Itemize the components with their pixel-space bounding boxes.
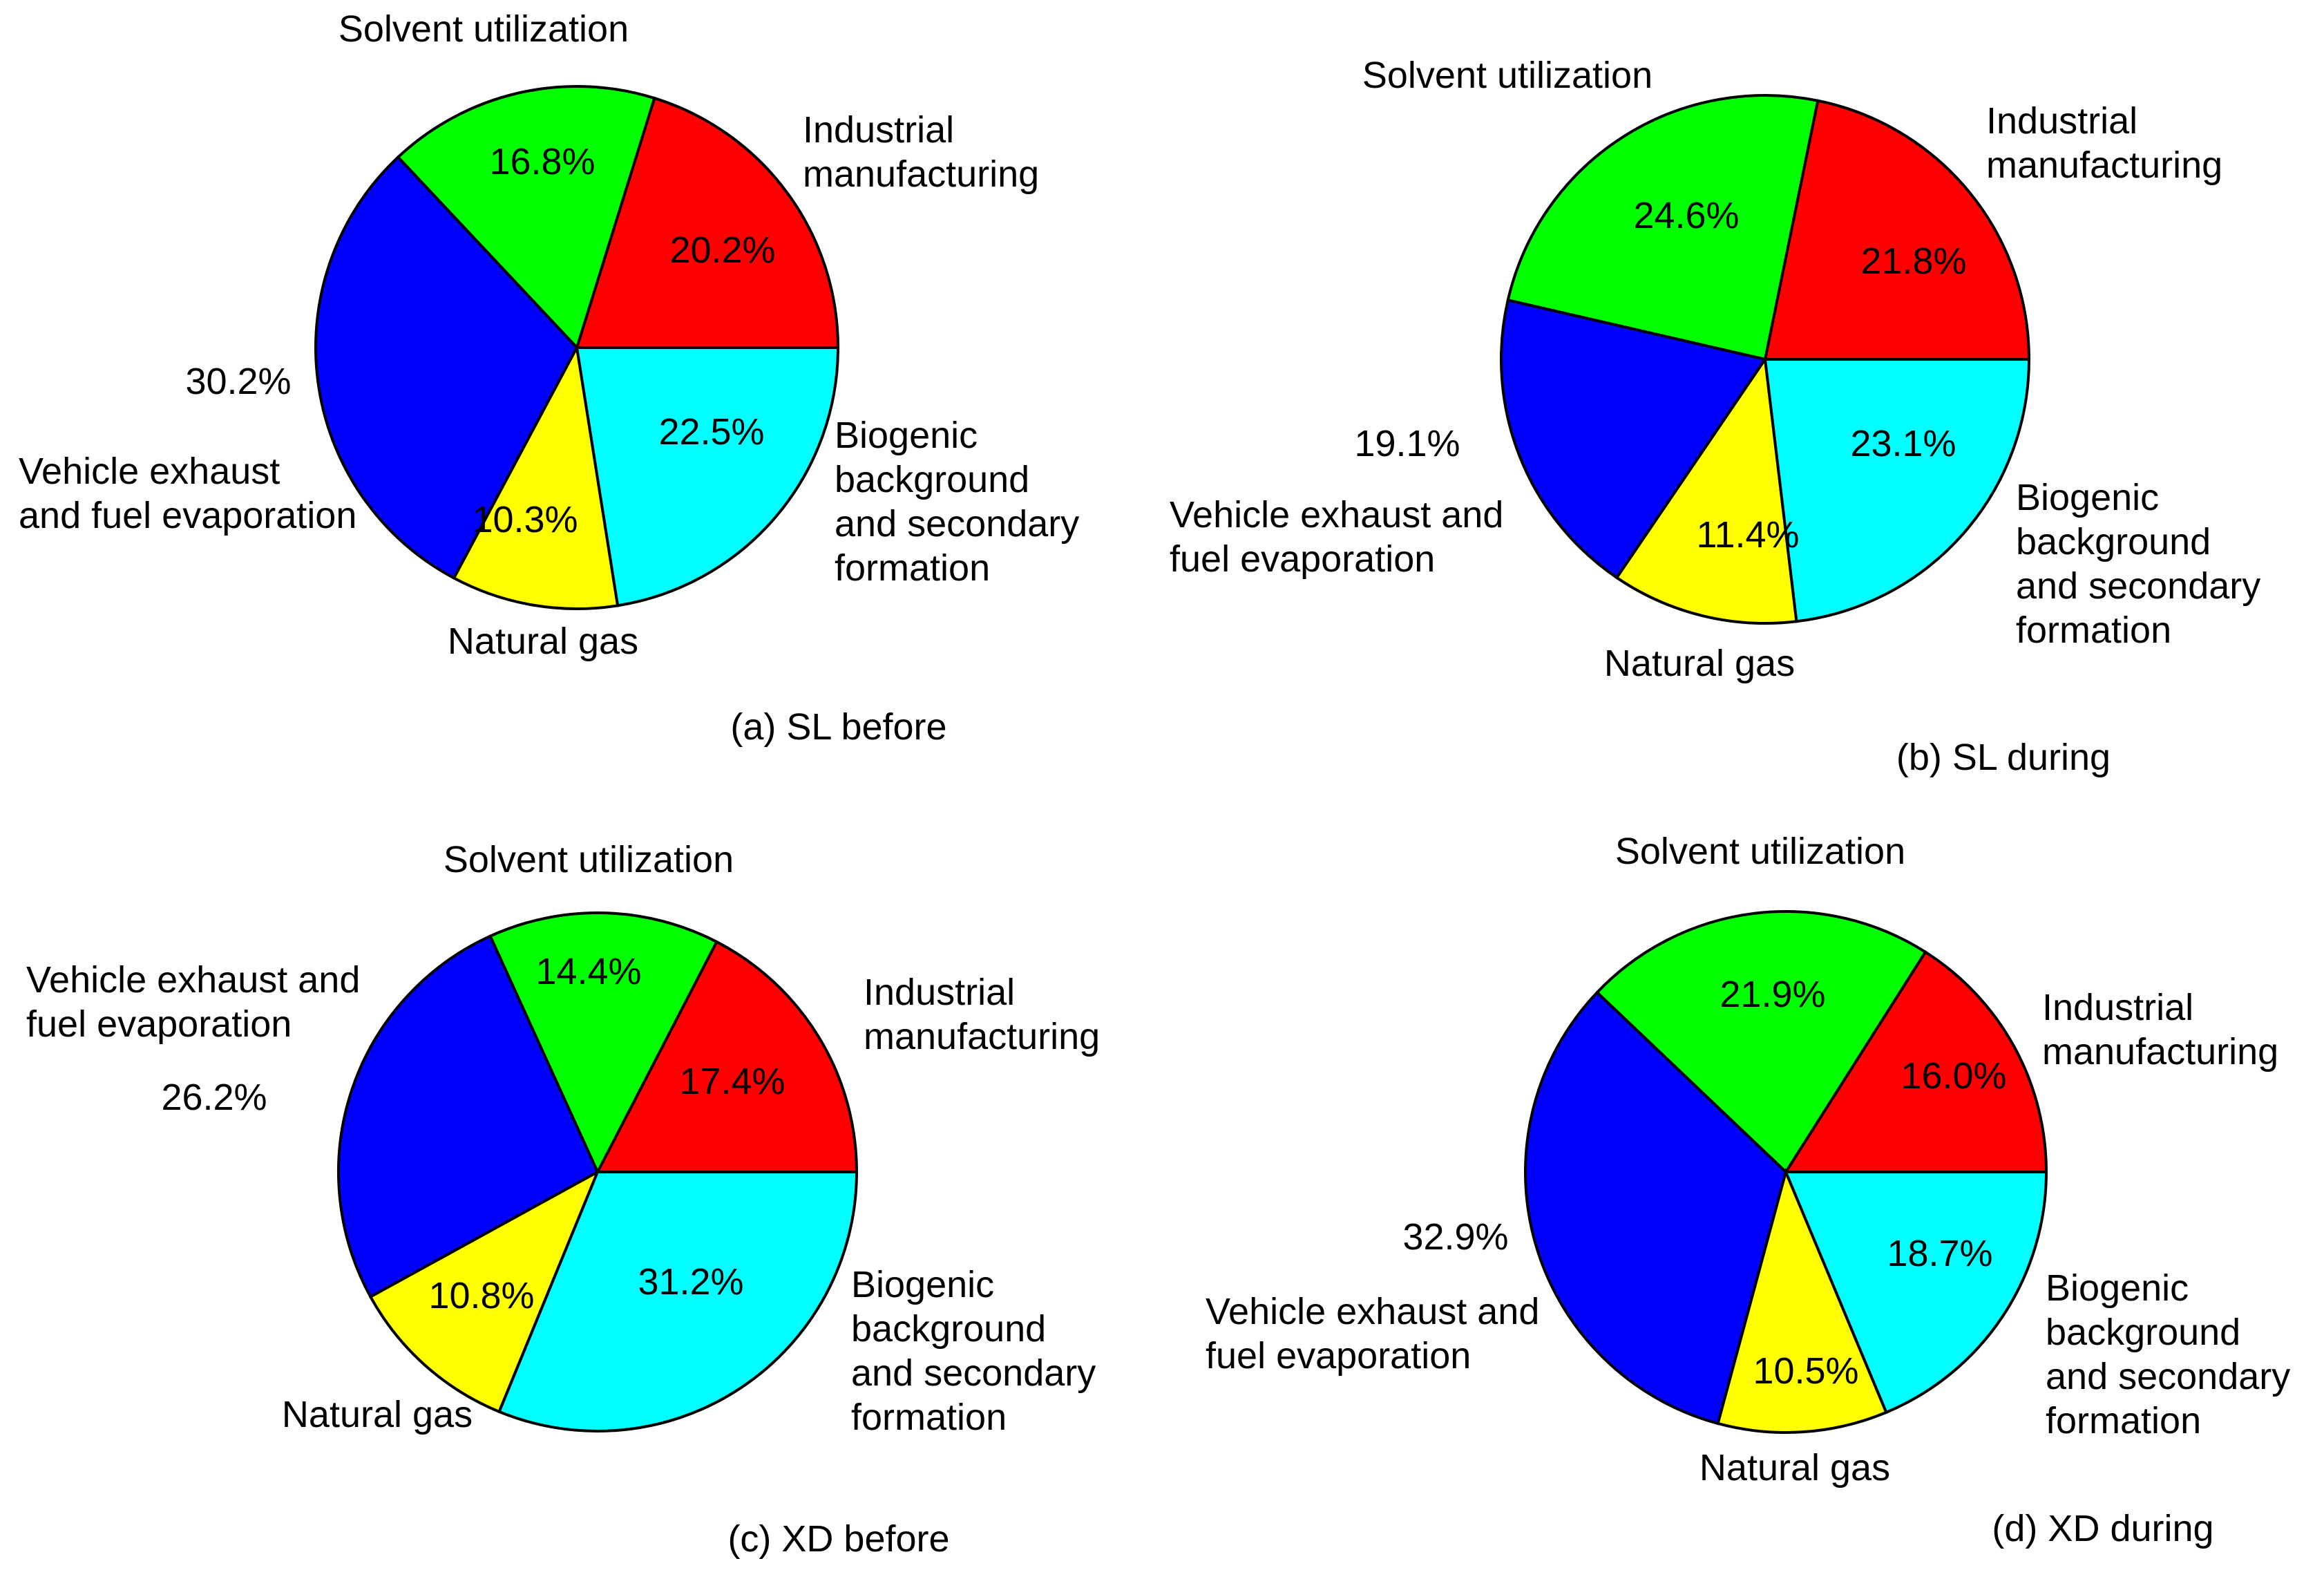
- slice-gas: [368, 1169, 601, 1414]
- slice-industrial: [595, 940, 859, 1173]
- category-label-gas: Natural gas: [1699, 1447, 1890, 1488]
- category-label-vehicle: Vehicle exhaust and fuel evaporation: [1170, 494, 1503, 580]
- category-label-vehicle: Vehicle exhaust and fuel evaporation: [1206, 1291, 1539, 1377]
- category-label-industrial: Industrial manufacturing: [2042, 987, 2278, 1072]
- slice-industrial: [1763, 99, 2031, 361]
- category-label-solvent: Solvent utilization: [1362, 55, 1652, 96]
- value-label-vehicle: 26.2%: [161, 1077, 267, 1118]
- value-label-gas: 11.4%: [1696, 514, 1799, 556]
- slice-solvent: [1506, 94, 1820, 361]
- value-label-vehicle: 30.2%: [185, 361, 291, 402]
- value-label-solvent: 21.9%: [1720, 974, 1825, 1015]
- value-label-gas: 10.3%: [472, 499, 578, 540]
- slice-biogenic: [575, 346, 840, 607]
- category-label-industrial: Industrial manufacturing: [864, 972, 1100, 1057]
- slice-industrial: [1783, 949, 2048, 1173]
- value-label-biogenic: 22.5%: [658, 411, 764, 453]
- value-label-solvent: 24.6%: [1633, 195, 1739, 236]
- slice-vehicle: [314, 155, 579, 580]
- slice-gas: [1615, 355, 1798, 625]
- panel-caption: (b) SL during: [1896, 737, 2111, 778]
- slice-biogenic: [497, 1171, 859, 1433]
- slice-industrial: [575, 96, 840, 349]
- panel-caption: (c) XD before: [727, 1518, 949, 1560]
- panel-caption: (d) XD during: [1992, 1508, 2213, 1549]
- category-label-biogenic: Biogenic background and secondary formation: [851, 1264, 1096, 1438]
- category-label-gas: Natural gas: [1604, 643, 1795, 684]
- pie-panel-1: 20.2% 16.8% 30.2% 10.3% 22.5% Industrial manuf…: [19, 8, 1079, 748]
- category-label-industrial: Industrial manufacturing: [803, 109, 1039, 195]
- panel-caption: (a) SL before: [730, 706, 946, 748]
- value-label-industrial: 16.0%: [1901, 1055, 2006, 1097]
- category-label-gas: Natural gas: [448, 621, 638, 662]
- slice-biogenic: [1763, 358, 2031, 623]
- value-label-biogenic: 18.7%: [1887, 1233, 1992, 1274]
- slice-solvent: [488, 911, 719, 1175]
- slice-solvent: [396, 85, 656, 350]
- slice-gas: [452, 343, 620, 610]
- value-label-solvent: 14.4%: [535, 951, 641, 992]
- category-label-biogenic: Biogenic background and secondary formation: [835, 415, 1079, 589]
- slice-vehicle: [1500, 298, 1768, 580]
- category-label-biogenic: Biogenic background and secondary formation: [2016, 477, 2260, 651]
- value-label-industrial: 17.4%: [679, 1061, 785, 1102]
- category-label-vehicle: Vehicle exhaust and fuel evaporation: [26, 959, 360, 1045]
- category-label-solvent: Solvent utilization: [339, 8, 629, 50]
- pie-panel-3: 17.4% 14.4% 26.2% 10.8% 31.2% Industrial manuf…: [26, 839, 1100, 1560]
- category-label-gas: Natural gas: [282, 1394, 473, 1435]
- value-label-biogenic: 31.2%: [638, 1261, 743, 1303]
- slice-biogenic: [1783, 1171, 2048, 1415]
- category-label-biogenic: Biogenic background and secondary formation: [2046, 1267, 2290, 1441]
- value-label-gas: 10.8%: [428, 1275, 534, 1316]
- category-label-vehicle: Vehicle exhaust and fuel evaporation: [19, 451, 356, 536]
- category-label-industrial: Industrial manufacturing: [1986, 100, 2222, 186]
- slice-solvent: [1594, 910, 1927, 1175]
- slice-vehicle: [1523, 990, 1788, 1426]
- value-label-vehicle: 19.1%: [1354, 423, 1460, 464]
- value-label-biogenic: 23.1%: [1850, 423, 1956, 464]
- value-label-vehicle: 32.9%: [1402, 1216, 1508, 1258]
- pie-panel-2: 21.8% 24.6% 19.1% 11.4% 23.1% Industrial manuf…: [1170, 55, 2260, 778]
- category-label-solvent: Solvent utilization: [1615, 831, 1905, 872]
- value-label-industrial: 20.2%: [669, 229, 775, 271]
- value-label-industrial: 21.8%: [1860, 240, 1966, 282]
- value-label-solvent: 16.8%: [489, 141, 595, 182]
- slice-gas: [1716, 1167, 1888, 1434]
- category-label-solvent: Solvent utilization: [444, 839, 734, 880]
- value-label-gas: 10.5%: [1753, 1350, 1858, 1392]
- pie-panel-4: 16.0% 21.9% 32.9% 10.5% 18.7% Industrial manuf…: [1206, 831, 2290, 1549]
